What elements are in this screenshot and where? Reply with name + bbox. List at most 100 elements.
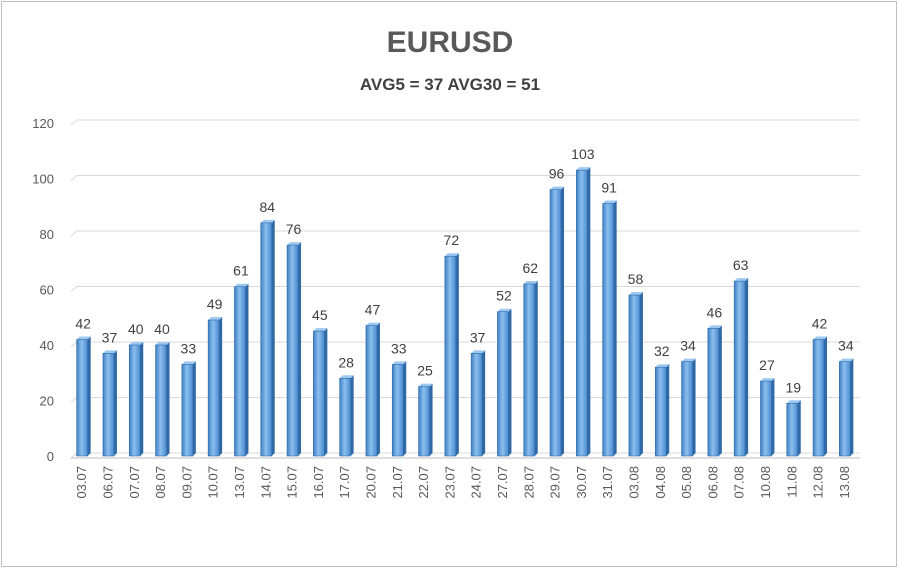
bar-17.07 (339, 375, 354, 457)
bar-top (155, 342, 170, 345)
data-label-14.07: 84 (259, 199, 275, 215)
x-tick-label-06.08: 06.08 (705, 466, 720, 499)
bar-top (313, 328, 328, 332)
bar-top (76, 336, 91, 340)
bar-14.07 (260, 219, 275, 457)
bar-side (850, 358, 854, 456)
bar-top (392, 361, 407, 365)
bar-front (760, 380, 772, 457)
x-tick-label-08.07: 08.07 (153, 466, 168, 499)
bar-04.08 (654, 364, 670, 457)
data-label-31.07: 91 (601, 179, 617, 195)
bar-top (602, 200, 617, 204)
y-tick-label-2: 40 (40, 338, 54, 353)
y-tick-label-6: 120 (32, 116, 54, 131)
bar-22.07 (418, 383, 433, 457)
bar-front (839, 361, 851, 457)
bar-front (181, 364, 194, 457)
bar-side (482, 350, 486, 456)
gridline-5 (70, 175, 860, 181)
x-tick-label-04.08: 04.08 (653, 466, 668, 499)
bar-side (797, 400, 801, 456)
y-tick-label-3: 60 (40, 283, 54, 298)
bar-side (166, 342, 170, 456)
data-label-23.07: 72 (444, 232, 460, 248)
bar-06.08 (707, 325, 722, 457)
x-tick-label-22.07: 22.07 (416, 466, 431, 499)
y-tick-label-5: 100 (32, 172, 54, 187)
x-tick-label-24.07: 24.07 (469, 466, 484, 499)
x-tick-label-11.08: 11.08 (784, 466, 799, 498)
bar-top (102, 350, 117, 354)
bar-20.07 (365, 322, 380, 457)
x-tick-label-05.08: 05.08 (679, 466, 694, 499)
bar-top (129, 342, 144, 345)
bar-side (429, 383, 433, 456)
data-label-13.07: 61 (233, 263, 249, 279)
data-label-13.08: 34 (838, 338, 854, 354)
data-label-07.07: 40 (128, 321, 144, 337)
data-label-04.08: 32 (654, 343, 670, 359)
data-label-17.07: 28 (338, 354, 354, 370)
y-tick-label-1: 20 (40, 394, 54, 409)
x-tick-label-17.07: 17.07 (337, 466, 352, 499)
bar-front (102, 353, 115, 457)
bar-15.07 (286, 242, 302, 457)
x-tick-label-10.07: 10.07 (206, 466, 221, 499)
data-label-07.08: 63 (733, 257, 749, 273)
x-tick-label-20.07: 20.07 (363, 466, 378, 499)
bar-top (444, 253, 459, 257)
bar-top (287, 242, 302, 246)
x-tick-label-23.07: 23.07 (442, 466, 457, 499)
bar-side (639, 292, 643, 456)
bar-front (155, 344, 167, 457)
bar-top (655, 364, 670, 368)
chart-title: EURUSD (386, 26, 514, 59)
bar-top (497, 308, 512, 312)
x-tick-label-16.07: 16.07 (311, 466, 326, 499)
bar-11.08 (786, 400, 801, 457)
data-label-06.07: 37 (102, 329, 118, 345)
bar-23.07 (444, 253, 459, 457)
x-tick-label-27.07: 27.07 (495, 466, 510, 499)
bar-front (497, 311, 509, 457)
bar-top (707, 325, 722, 329)
data-label-03.08: 58 (628, 271, 644, 287)
bar-front (444, 255, 457, 457)
bar-side (113, 350, 117, 456)
bar-front (786, 402, 799, 457)
bar-front (707, 328, 720, 457)
bar-12.08 (812, 336, 828, 457)
bar-side (298, 242, 302, 456)
data-label-29.07: 96 (549, 166, 565, 182)
bar-front (365, 325, 378, 457)
x-tick-label-28.07: 28.07 (521, 466, 536, 499)
bar-side (324, 328, 328, 456)
x-tick-label-14.07: 14.07 (258, 466, 273, 499)
bar-side (561, 186, 565, 456)
bar-front (207, 319, 220, 457)
data-label-10.08: 27 (759, 357, 775, 373)
bar-top (471, 350, 486, 354)
bar-side (587, 167, 591, 457)
x-axis: 03.07 06.07 07.07 08.07 09.07 10.07 13.07 14.07… (74, 466, 852, 499)
data-label-03.07: 42 (75, 315, 91, 331)
x-tick-label-15.07: 15.07 (285, 466, 300, 499)
bar-side (534, 280, 538, 456)
bar-16.07 (313, 328, 328, 457)
bar-front (286, 244, 299, 457)
x-tick-label-10.08: 10.08 (758, 466, 773, 499)
bar-side (350, 375, 354, 456)
gridline-4 (70, 230, 860, 237)
chart-subtitle: AVG5 = 37 AVG30 = 51 (359, 75, 541, 94)
bar-front (418, 386, 430, 457)
y-tick-label-4: 80 (40, 227, 54, 242)
bar-13.08 (839, 358, 854, 457)
bar-21.07 (391, 361, 407, 457)
gridline-6 (70, 119, 860, 126)
bar-top (813, 336, 828, 340)
bar-front (313, 330, 325, 457)
bar-side (666, 364, 670, 456)
bar-front (339, 377, 351, 457)
